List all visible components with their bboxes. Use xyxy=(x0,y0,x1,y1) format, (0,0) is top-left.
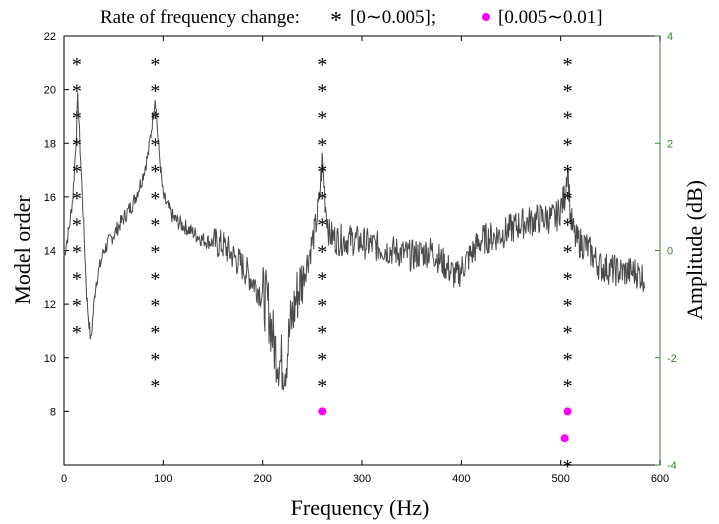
stable-pole-marker: * xyxy=(150,242,160,264)
stable-pole-marker: * xyxy=(72,188,82,210)
legend-title: Rate of frequency change: xyxy=(100,7,300,28)
amplitude-spectrum-line xyxy=(63,92,645,391)
x-tick-label: 500 xyxy=(551,473,569,485)
stable-pole-marker: * xyxy=(72,295,82,317)
stable-pole-marker: * xyxy=(563,268,573,290)
right-axis-label: Amplitude (dB) xyxy=(682,180,707,320)
stable-pole-marker: * xyxy=(563,295,573,317)
stable-pole-marker: * xyxy=(563,54,573,76)
stable-pole-marker: * xyxy=(72,81,82,103)
stable-pole-marker: * xyxy=(72,54,82,76)
stable-pole-marker: * xyxy=(563,107,573,129)
x-tick-label: 100 xyxy=(154,473,172,485)
right-axis-ticks: -4 -2 0 2 4 xyxy=(655,31,677,472)
stable-pole-marker: * xyxy=(150,268,160,290)
right-tick-label: 0 xyxy=(667,246,673,258)
stable-pole-marker: * xyxy=(317,376,327,398)
stable-pole-marker: * xyxy=(150,295,160,317)
y-tick-label: 8 xyxy=(50,406,56,418)
stable-pole-marker: * xyxy=(563,456,573,478)
x-axis-label: Frequency (Hz) xyxy=(291,495,430,520)
y-tick-label: 20 xyxy=(44,85,56,97)
stable-pole-marker: * xyxy=(150,134,160,156)
stable-pole-marker: * xyxy=(72,134,82,156)
legend-asterisk-marker: * xyxy=(330,8,342,34)
stable-pole-marker: * xyxy=(563,242,573,264)
unstable-pole-marker xyxy=(563,407,572,416)
stable-pole-marker: * xyxy=(72,161,82,183)
stable-pole-marker: * xyxy=(317,268,327,290)
right-tick-label: -2 xyxy=(667,353,677,365)
stable-pole-marker: * xyxy=(563,322,573,344)
unstable-pole-marker xyxy=(560,434,569,443)
stable-pole-marker: * xyxy=(317,242,327,264)
stable-pole-marker: * xyxy=(563,81,573,103)
stable-pole-marker: * xyxy=(563,134,573,156)
stable-pole-marker: * xyxy=(317,295,327,317)
stable-pole-marker: * xyxy=(150,376,160,398)
y-tick-label: 10 xyxy=(44,353,56,365)
stable-pole-marker: * xyxy=(150,215,160,237)
legend: Rate of frequency change: * [0∼0.005]; [… xyxy=(100,7,603,34)
x-tick-label: 600 xyxy=(651,473,669,485)
stable-pole-marker: * xyxy=(563,349,573,371)
right-tick-label: 2 xyxy=(667,138,673,150)
stable-pole-marker: * xyxy=(317,322,327,344)
stable-pole-marker: * xyxy=(563,188,573,210)
legend-entry-unstable: [0.005∼0.01] xyxy=(498,7,603,28)
right-tick-label: 4 xyxy=(667,31,673,43)
stable-pole-marker: * xyxy=(317,349,327,371)
x-axis-ticks: 0 100 200 300 400 500 600 xyxy=(61,36,669,485)
y-tick-label: 18 xyxy=(44,138,56,150)
stable-poles: * * * * * * * * * * * * * * * * * * * * * * * * * * * * * * * * * * * * * * * *… xyxy=(72,54,573,478)
x-tick-label: 200 xyxy=(253,473,271,485)
stable-pole-marker: * xyxy=(317,81,327,103)
stable-pole-marker: * xyxy=(72,215,82,237)
stable-pole-marker: * xyxy=(317,107,327,129)
y-axis-ticks: 8 10 12 14 16 18 20 22 xyxy=(44,31,69,418)
legend-dot-marker xyxy=(482,13,490,21)
stable-pole-marker: * xyxy=(317,161,327,183)
stable-pole-marker: * xyxy=(150,322,160,344)
y-tick-label: 16 xyxy=(44,192,56,204)
right-tick-label: -4 xyxy=(667,460,677,472)
stable-pole-marker: * xyxy=(150,107,160,129)
stable-pole-marker: * xyxy=(150,349,160,371)
legend-entry-stable: [0∼0.005]; xyxy=(350,7,436,28)
x-tick-label: 0 xyxy=(61,473,67,485)
stable-pole-marker: * xyxy=(317,54,327,76)
stable-pole-marker: * xyxy=(317,188,327,210)
stable-pole-marker: * xyxy=(150,54,160,76)
unstable-pole-marker xyxy=(318,407,327,416)
stable-pole-marker: * xyxy=(72,268,82,290)
y-tick-label: 22 xyxy=(44,31,56,43)
stable-pole-marker: * xyxy=(72,107,82,129)
unstable-poles xyxy=(318,407,572,443)
stable-pole-marker: * xyxy=(150,161,160,183)
y-tick-label: 12 xyxy=(44,299,56,311)
stable-pole-marker: * xyxy=(150,188,160,210)
x-tick-label: 400 xyxy=(452,473,470,485)
stable-pole-marker: * xyxy=(72,322,82,344)
stable-pole-marker: * xyxy=(563,215,573,237)
y-tick-label: 14 xyxy=(44,246,56,258)
stable-pole-marker: * xyxy=(563,376,573,398)
stable-pole-marker: * xyxy=(72,242,82,264)
stable-pole-marker: * xyxy=(150,81,160,103)
stable-pole-marker: * xyxy=(317,134,327,156)
stable-pole-marker: * xyxy=(563,161,573,183)
stable-pole-marker: * xyxy=(317,215,327,237)
x-tick-label: 300 xyxy=(353,473,371,485)
y-axis-label: Model order xyxy=(10,195,35,305)
